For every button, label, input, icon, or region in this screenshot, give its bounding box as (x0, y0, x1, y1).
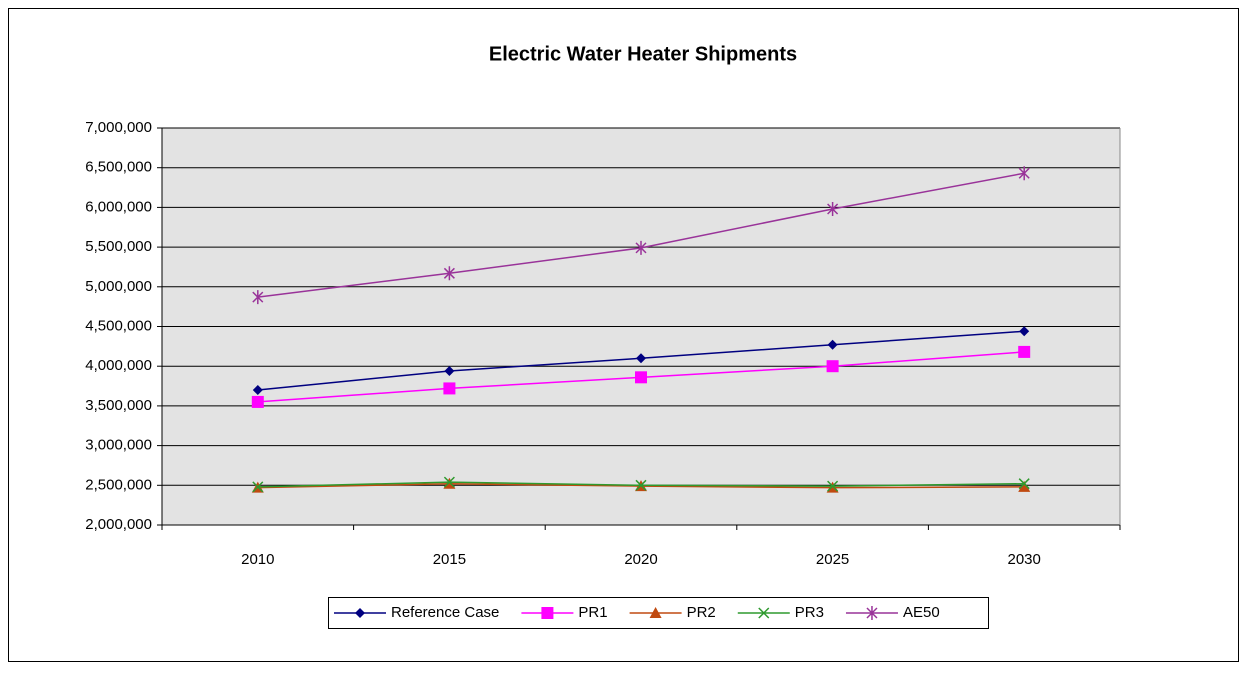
y-tick-label: 2,000,000 (85, 516, 152, 533)
legend-marker (541, 607, 554, 619)
data-point (827, 339, 838, 350)
legend-marker (866, 606, 878, 620)
data-point (827, 480, 839, 492)
data-point (1018, 478, 1030, 490)
data-point (443, 266, 455, 281)
legend-label: PR3 (795, 604, 824, 621)
data-point (635, 479, 647, 491)
data-point (1018, 345, 1031, 358)
legend-marker (758, 607, 770, 619)
y-tick-label: 5,000,000 (85, 278, 152, 295)
y-tick-label: 6,000,000 (85, 198, 152, 215)
chart-title: Electric Water Heater Shipments (489, 43, 797, 65)
data-point (826, 360, 839, 373)
data-point (635, 240, 647, 255)
data-point (635, 371, 647, 384)
x-tick-label: 2030 (1008, 551, 1041, 568)
y-tick-label: 5,500,000 (85, 238, 152, 255)
legend-label: PR1 (578, 604, 607, 621)
data-point (1018, 166, 1030, 181)
x-tick-label: 2025 (816, 551, 849, 568)
y-tick-label: 3,000,000 (85, 437, 152, 454)
data-point (1018, 480, 1031, 492)
legend-label: AE50 (903, 604, 940, 621)
data-point (251, 395, 264, 408)
y-tick-label: 7,000,000 (85, 119, 152, 136)
data-point (1019, 326, 1030, 337)
data-point (252, 481, 264, 493)
data-point (252, 290, 264, 305)
data-point (444, 365, 455, 376)
data-point (443, 382, 456, 395)
legend-label: PR2 (687, 604, 716, 621)
x-tick-label: 2010 (241, 551, 274, 568)
x-tick-label: 2015 (433, 551, 466, 568)
y-tick-label: 3,500,000 (85, 397, 152, 414)
y-tick-label: 2,500,000 (85, 476, 152, 493)
data-point (636, 353, 646, 364)
legend-marker (649, 607, 662, 618)
data-point (443, 476, 455, 488)
y-tick-label: 4,500,000 (85, 317, 152, 334)
x-tick-label: 2020 (624, 551, 657, 568)
legend-label: Reference Case (391, 604, 499, 621)
legend-marker (355, 608, 365, 618)
y-tick-label: 6,500,000 (85, 159, 152, 176)
data-point (827, 201, 839, 216)
y-tick-label: 4,000,000 (85, 357, 152, 374)
data-point (252, 385, 263, 396)
